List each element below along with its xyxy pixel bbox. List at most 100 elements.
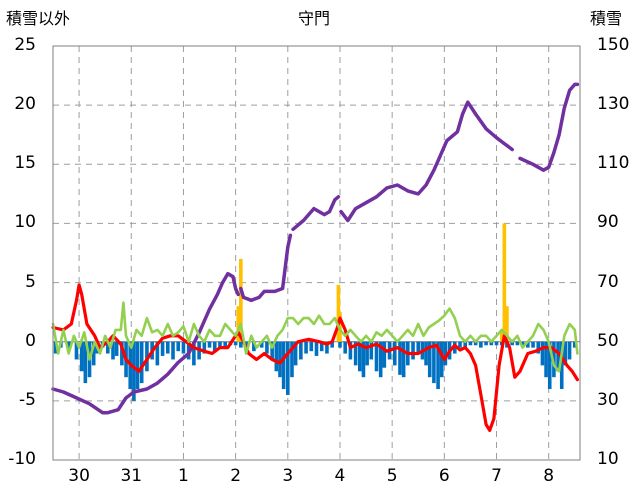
data-bar xyxy=(505,306,509,342)
data-bar xyxy=(304,341,308,354)
y-axis-right-label: 積雪 xyxy=(590,9,623,28)
data-bar xyxy=(160,341,165,356)
y-tick-label-left: 25 xyxy=(14,35,36,55)
x-tick-label: 7 xyxy=(491,466,502,486)
y-tick-label-right: 10 xyxy=(597,449,619,469)
data-bar xyxy=(139,341,144,384)
data-bar xyxy=(202,341,207,354)
data-bar xyxy=(236,306,241,342)
data-bar xyxy=(479,341,483,348)
data-bar xyxy=(91,341,96,366)
x-tick-label: 30 xyxy=(68,466,90,486)
data-bar xyxy=(540,341,545,366)
y-tick-label-right: 110 xyxy=(597,153,630,174)
series-line xyxy=(339,100,514,223)
data-bar xyxy=(223,341,227,349)
data-bar xyxy=(165,341,170,354)
data-bar xyxy=(494,341,499,346)
data-bar xyxy=(458,341,462,348)
data-bar xyxy=(111,341,115,360)
plot-frame xyxy=(52,45,581,461)
data-bar xyxy=(547,341,552,390)
data-bar xyxy=(556,341,560,372)
data-bar xyxy=(432,341,436,384)
data-bar xyxy=(416,341,421,354)
data-bar xyxy=(270,341,274,360)
data-bar xyxy=(155,341,160,366)
data-bar xyxy=(353,341,358,366)
data-bar xyxy=(378,341,383,378)
series-line xyxy=(51,271,240,415)
x-tick-label: 3 xyxy=(282,466,294,486)
data-bar xyxy=(290,341,294,378)
data-bar xyxy=(83,341,88,384)
y-tick-label-right: 130 xyxy=(597,94,630,115)
data-bar xyxy=(79,341,84,372)
data-bar xyxy=(572,341,577,348)
series-line xyxy=(239,233,293,303)
data-bar xyxy=(132,341,136,401)
grid-lines xyxy=(53,45,580,461)
data-bar xyxy=(463,341,468,348)
x-tick-label: 6 xyxy=(438,466,450,486)
data-bar xyxy=(439,341,444,378)
data-bar xyxy=(239,341,243,348)
data-bar xyxy=(278,341,282,378)
data-bar xyxy=(66,341,71,352)
x-tick-label: 2 xyxy=(230,466,242,486)
y-tick-label-left: 20 xyxy=(14,94,36,115)
data-bar xyxy=(325,341,329,354)
data-bar xyxy=(120,341,124,366)
data-bar xyxy=(559,341,564,390)
data-bar xyxy=(520,341,525,346)
data-bar xyxy=(358,341,362,372)
data-bar xyxy=(218,341,222,348)
data-bar xyxy=(192,341,196,366)
data-bar xyxy=(544,341,548,378)
data-bar xyxy=(369,341,374,360)
y-tick-label-left: -5 xyxy=(19,389,36,410)
x-tick-label: 8 xyxy=(543,466,555,486)
data-bar xyxy=(436,341,440,390)
data-bar xyxy=(309,341,314,352)
data-bar xyxy=(401,341,406,378)
data-bar xyxy=(171,341,175,360)
y-tick-label-right: 30 xyxy=(597,389,619,410)
data-bar xyxy=(176,341,181,352)
y-tick-label-left: 5 xyxy=(25,271,36,292)
data-bar xyxy=(499,329,504,342)
data-bar xyxy=(392,341,397,366)
data-bar xyxy=(259,341,264,348)
data-bar xyxy=(567,341,572,360)
data-bar xyxy=(515,341,520,346)
data-bar xyxy=(563,341,568,366)
data-bar xyxy=(233,341,238,346)
data-bar xyxy=(343,341,347,354)
x-tick-label: 5 xyxy=(386,466,398,486)
data-bar xyxy=(252,341,256,352)
data-bar xyxy=(473,341,478,346)
series-line xyxy=(518,82,580,172)
x-tick-label: 1 xyxy=(178,466,189,486)
data-bar xyxy=(181,341,186,354)
data-bar xyxy=(382,341,387,368)
data-bar xyxy=(348,341,353,360)
data-bar xyxy=(489,341,494,346)
data-bar xyxy=(526,341,530,348)
data-bar xyxy=(338,341,342,348)
y-axis-left-label: 積雪以外 xyxy=(6,9,71,28)
data-bar xyxy=(361,341,366,378)
chart-title: 守門 xyxy=(298,9,331,28)
y-tick-label-right: 150 xyxy=(597,35,630,55)
data-bar xyxy=(374,341,379,372)
y-tick-label-right: 70 xyxy=(597,271,619,292)
data-bar xyxy=(265,341,269,354)
data-bar xyxy=(443,341,448,366)
data-bar xyxy=(502,223,507,342)
y-tick-label-left: 15 xyxy=(14,153,36,174)
line-series xyxy=(51,82,580,432)
series-line xyxy=(291,195,341,232)
data-bar xyxy=(468,341,473,346)
data-bar xyxy=(207,341,212,348)
